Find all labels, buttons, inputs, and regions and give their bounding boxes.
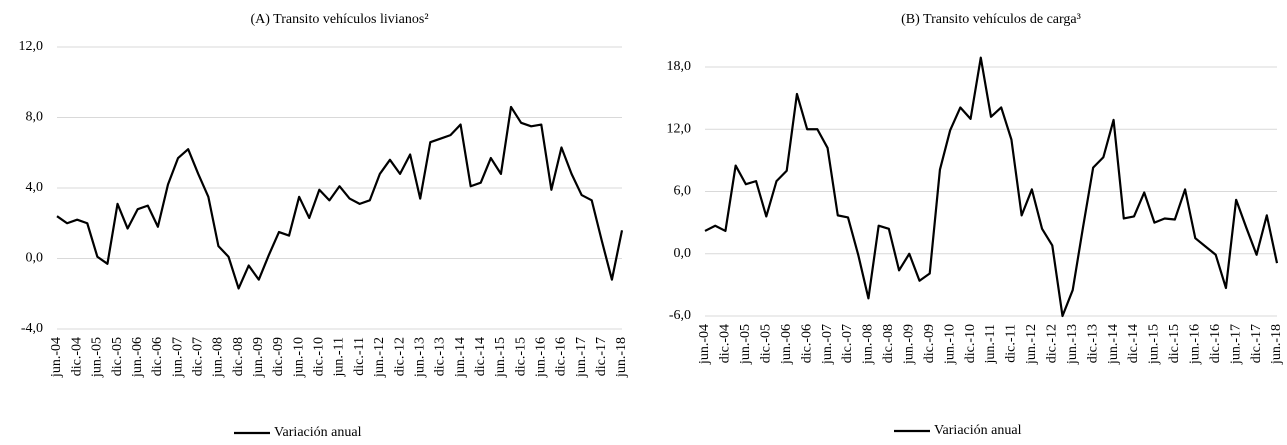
x-tick-label: jun.-18 bbox=[614, 337, 629, 378]
x-tick-label: dic.-08 bbox=[231, 337, 246, 376]
x-tick-label: dic.-05 bbox=[110, 337, 125, 376]
x-tick-label: jun.-05 bbox=[738, 324, 753, 365]
x-tick-label: jun.-06 bbox=[130, 337, 145, 378]
legend-label: Variación anual bbox=[274, 425, 362, 440]
y-tick-label: 4,0 bbox=[26, 180, 44, 195]
x-tick-label: dic.-12 bbox=[392, 337, 407, 376]
x-tick-label: dic.-15 bbox=[513, 337, 528, 376]
x-tick-label: jun.-14 bbox=[1106, 324, 1121, 365]
x-tick-label: jun.-15 bbox=[493, 337, 508, 378]
x-tick-label: dic.-09 bbox=[271, 337, 286, 376]
x-tick-label: dic.-13 bbox=[1085, 324, 1100, 363]
chart-title: (A) Transito vehículos livianos² bbox=[250, 12, 428, 27]
x-tick-label: jun.-04 bbox=[49, 337, 64, 378]
x-tick-label: jun.-13 bbox=[412, 337, 427, 378]
x-tick-label: jun.-17 bbox=[1228, 324, 1243, 365]
x-tick-label: dic.-05 bbox=[759, 324, 774, 363]
x-tick-label: jun.-09 bbox=[902, 324, 917, 365]
x-tick-label: jun.-08 bbox=[211, 337, 226, 378]
x-tick-label: dic.-04 bbox=[718, 324, 733, 363]
x-tick-label: dic.-10 bbox=[963, 324, 978, 363]
y-tick-label: 6,0 bbox=[674, 184, 692, 199]
x-tick-label: jun.-18 bbox=[1269, 324, 1284, 365]
x-tick-label: dic.-04 bbox=[69, 337, 84, 376]
x-tick-label: jun.-11 bbox=[332, 337, 347, 378]
x-tick-label: dic.-10 bbox=[312, 337, 327, 376]
x-tick-label: jun.-06 bbox=[779, 324, 794, 365]
x-tick-label: dic.-12 bbox=[1045, 324, 1060, 363]
x-tick-label: dic.-11 bbox=[1004, 324, 1019, 363]
x-tick-label: dic.-14 bbox=[473, 337, 488, 376]
y-tick-label: 0,0 bbox=[26, 251, 44, 266]
x-tick-label: dic.-16 bbox=[1208, 324, 1223, 363]
x-tick-label: jun.-07 bbox=[820, 324, 835, 365]
x-tick-label: dic.-11 bbox=[352, 337, 367, 376]
x-tick-label: jun.-15 bbox=[1147, 324, 1162, 365]
x-tick-label: jun.-09 bbox=[251, 337, 266, 378]
y-tick-label: 12,0 bbox=[19, 39, 44, 54]
y-tick-label: -6,0 bbox=[669, 308, 691, 323]
x-tick-label: jun.-10 bbox=[291, 337, 306, 378]
data-line bbox=[704, 56, 1279, 318]
x-tick-label: jun.-17 bbox=[574, 337, 589, 378]
x-tick-label: jun.-10 bbox=[942, 324, 957, 365]
x-tick-label: jun.-16 bbox=[534, 337, 549, 378]
x-tick-label: dic.-07 bbox=[840, 324, 855, 363]
x-tick-label: jun.-12 bbox=[1024, 324, 1039, 365]
x-tick-label: dic.-16 bbox=[554, 337, 569, 376]
data-line bbox=[56, 105, 624, 290]
x-tick-label: dic.-06 bbox=[150, 337, 165, 376]
x-tick-label: dic.-15 bbox=[1167, 324, 1182, 363]
x-tick-label: jun.-13 bbox=[1065, 324, 1080, 365]
x-tick-label: jun.-14 bbox=[453, 337, 468, 378]
x-tick-label: jun.-05 bbox=[90, 337, 105, 378]
x-tick-label: jun.-08 bbox=[861, 324, 876, 365]
legend-label: Variación anual bbox=[934, 423, 1022, 438]
x-tick-label: dic.-13 bbox=[433, 337, 448, 376]
x-tick-label: dic.-08 bbox=[881, 324, 896, 363]
y-tick-label: 0,0 bbox=[674, 246, 692, 261]
x-tick-label: dic.-07 bbox=[190, 337, 205, 376]
x-tick-label: jun.-11 bbox=[983, 324, 998, 365]
x-tick-label: jun.-16 bbox=[1188, 324, 1203, 365]
x-tick-label: dic.-06 bbox=[799, 324, 814, 363]
x-tick-label: jun.-12 bbox=[372, 337, 387, 378]
x-tick-label: dic.-17 bbox=[1249, 324, 1264, 363]
y-tick-label: 18,0 bbox=[667, 59, 692, 74]
x-tick-label: dic.-09 bbox=[922, 324, 937, 363]
x-tick-label: dic.-14 bbox=[1126, 324, 1141, 363]
x-tick-label: dic.-17 bbox=[594, 337, 609, 376]
y-tick-label: -4,0 bbox=[21, 321, 43, 336]
x-tick-label: jun.-07 bbox=[170, 337, 185, 378]
chart-title: (B) Transito vehículos de carga³ bbox=[901, 12, 1081, 27]
x-tick-label: jun.-04 bbox=[697, 324, 712, 365]
y-tick-label: 12,0 bbox=[667, 121, 692, 136]
y-tick-label: 8,0 bbox=[26, 110, 44, 125]
